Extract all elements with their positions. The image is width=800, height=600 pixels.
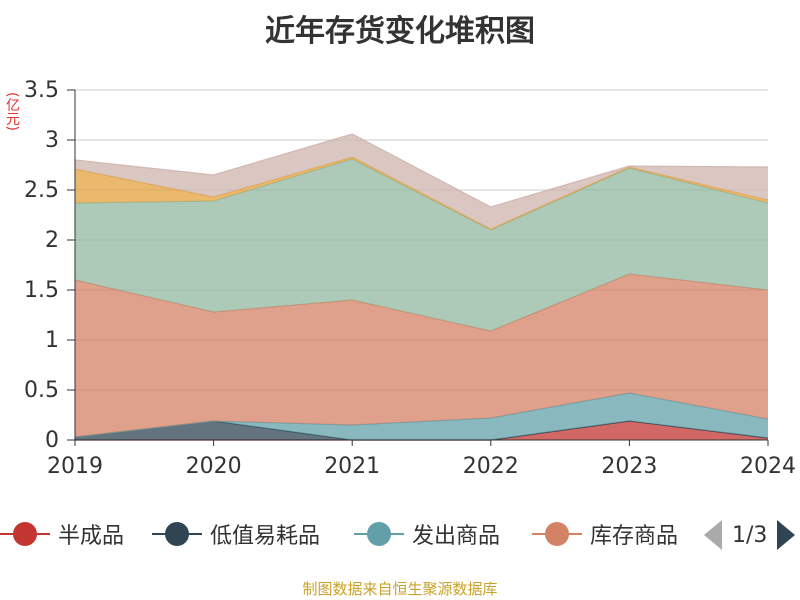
legend-dot-0: [13, 522, 37, 546]
x-tick-label-1: 2020: [186, 454, 242, 479]
legend-marker-3: [532, 522, 582, 546]
legend-pager: 1/3: [700, 515, 800, 555]
y-tick-label-4: 2: [45, 228, 59, 253]
area-series-4: [75, 159, 768, 331]
y-tick-label-5: 2.5: [24, 178, 59, 203]
area-series-6: [75, 134, 768, 229]
legend: 半成品 低值易耗品 发出商品 库存商品: [0, 512, 800, 556]
y-tick-label-1: 0.5: [24, 378, 59, 403]
area-series-2: [75, 393, 768, 440]
legend-marker-0: [0, 522, 50, 546]
legend-label-0: 半成品: [58, 524, 125, 549]
x-tick-label-5: 2024: [740, 454, 796, 479]
legend-item-2[interactable]: 发出商品: [354, 512, 500, 556]
y-tick-label-6: 3: [45, 128, 59, 153]
data-source-note: 制图数据来自恒生聚源数据库: [302, 580, 498, 598]
x-tick-label-2: 2021: [324, 454, 380, 479]
legend-item-3[interactable]: 库存商品: [532, 512, 684, 556]
x-tick-label-0: 2019: [47, 454, 103, 479]
area-series-0: [75, 421, 768, 440]
y-tick-label-2: 1: [45, 328, 59, 353]
area-series-3: [75, 274, 768, 437]
y-tick-label-7: 3.5: [24, 78, 59, 103]
legend-page-indicator: 1/3: [732, 522, 768, 548]
y-tick-label-0: 0: [45, 428, 59, 453]
y-tick-label-3: 1.5: [24, 278, 59, 303]
legend-label-2: 发出商品: [412, 524, 501, 549]
area-line-series-6: [74, 133, 769, 208]
chart-title: 近年存货变化堆积图: [265, 14, 535, 49]
legend-prev-arrow-icon[interactable]: [704, 520, 722, 550]
x-tick-label-3: 2022: [463, 454, 519, 479]
y-axis-unit: (亿元): [4, 92, 20, 131]
legend-dot-3: [545, 522, 569, 546]
legend-item-0[interactable]: 半成品: [0, 512, 124, 556]
legend-marker-1: [152, 522, 202, 546]
legend-label-3: 库存商品: [590, 524, 679, 549]
legend-dot-2: [367, 522, 391, 546]
legend-dot-1: [165, 522, 189, 546]
legend-marker-2: [354, 522, 404, 546]
x-tick-label-4: 2023: [601, 454, 657, 479]
legend-label-1: 低值易耗品: [210, 524, 321, 549]
legend-item-1[interactable]: 低值易耗品: [152, 512, 320, 556]
legend-next-arrow-icon[interactable]: [777, 520, 796, 550]
